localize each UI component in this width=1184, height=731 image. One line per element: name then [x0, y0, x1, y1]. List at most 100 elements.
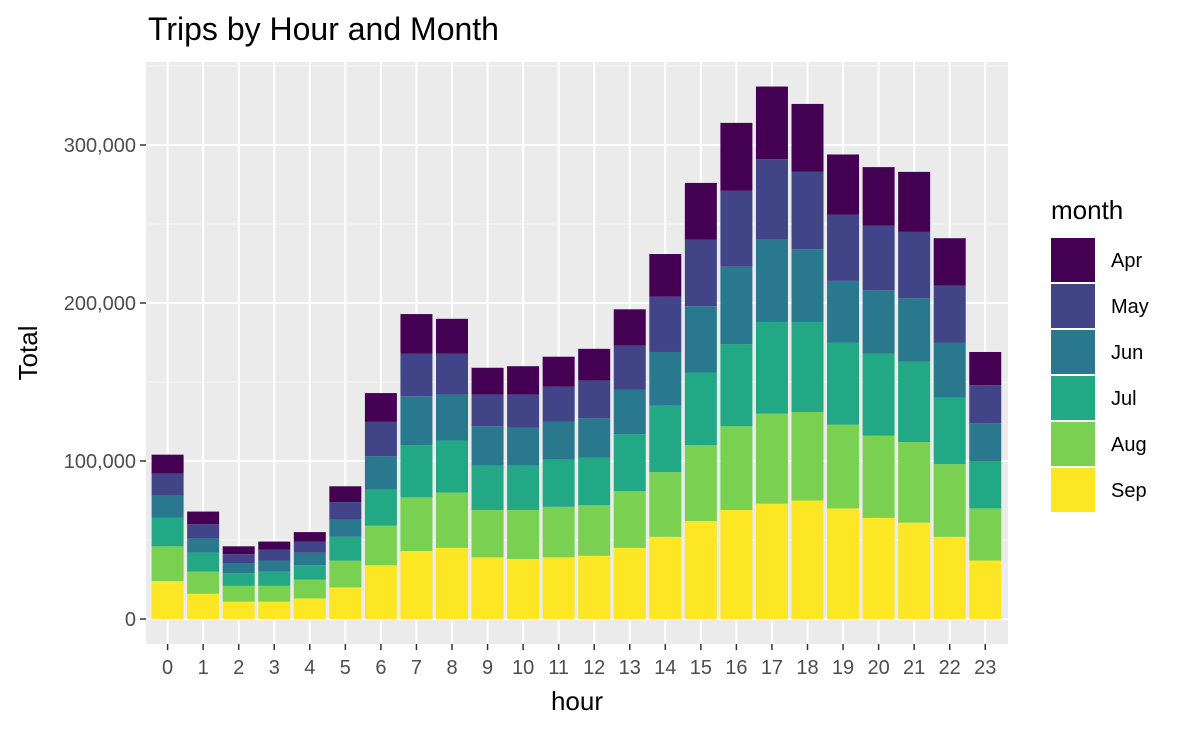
bar-segment-hour-3-aug — [258, 585, 291, 602]
bar-segment-hour-11-apr — [542, 356, 575, 387]
bar-segment-hour-8-may — [436, 353, 468, 395]
bar-segment-hour-1-jul — [187, 552, 220, 572]
bar-segment-hour-19-jul — [827, 342, 860, 425]
bar-segment-hour-9-sep — [471, 557, 504, 619]
bar-segment-hour-6-jun — [364, 456, 397, 490]
x-tick-label: 4 — [304, 657, 315, 679]
bar-segment-hour-7-jun — [400, 396, 433, 446]
bar-segment-hour-10-may — [507, 394, 540, 428]
bar-segment-hour-15-jun — [684, 306, 717, 373]
bar-segment-hour-13-may — [613, 345, 646, 390]
x-tick-label: 5 — [340, 657, 351, 679]
bar-segment-hour-20-jun — [862, 290, 895, 354]
y-tick-label: 100,000 — [64, 451, 136, 473]
bar-segment-hour-14-jun — [649, 351, 682, 406]
bar-segment-hour-15-jul — [684, 372, 717, 446]
bar-segment-hour-16-jul — [720, 344, 753, 427]
bar-segment-hour-17-may — [755, 159, 788, 240]
bar-segment-hour-19-sep — [827, 508, 860, 619]
legend-key-aug — [1051, 422, 1095, 466]
x-tick-label: 9 — [482, 657, 493, 679]
bar-segment-hour-8-sep — [436, 547, 468, 619]
bar-segment-hour-2-jun — [222, 563, 255, 574]
bar-segment-hour-3-may — [258, 549, 291, 561]
bar-segment-hour-21-apr — [898, 171, 931, 232]
bar-segment-hour-22-sep — [933, 536, 966, 619]
bar-segment-hour-20-jul — [862, 353, 895, 436]
x-tick-label: 17 — [761, 657, 783, 679]
bar-segment-hour-16-sep — [720, 509, 753, 619]
bar-segment-hour-10-sep — [507, 558, 540, 619]
bar-segment-hour-2-sep — [222, 601, 255, 619]
bar-segment-hour-19-may — [827, 214, 860, 281]
bar-segment-hour-1-sep — [187, 593, 220, 619]
bar-segment-hour-13-aug — [613, 491, 646, 548]
bar-segment-hour-23-may — [969, 385, 1002, 424]
legend-label-sep: Sep — [1111, 480, 1147, 502]
bar-segment-hour-3-jul — [258, 571, 291, 586]
bar-segment-hour-7-sep — [400, 551, 433, 619]
chart-title: Trips by Hour and Month — [148, 11, 499, 47]
bar-segment-hour-14-apr — [649, 254, 682, 297]
bar-segment-hour-9-aug — [471, 509, 504, 558]
bar-segment-hour-23-sep — [969, 560, 1002, 619]
bars — [151, 86, 1002, 619]
bar-segment-hour-8-apr — [436, 318, 468, 354]
x-tick-label: 2 — [233, 657, 244, 679]
bar-segment-hour-6-aug — [364, 525, 397, 566]
bar-segment-hour-3-sep — [258, 601, 291, 619]
bar-segment-hour-22-aug — [933, 464, 966, 537]
y-tick-label: 300,000 — [64, 135, 136, 157]
bar-segment-hour-15-sep — [684, 521, 717, 619]
bar-segment-hour-18-apr — [791, 103, 824, 172]
bar-segment-hour-7-aug — [400, 497, 433, 552]
bar-segment-hour-10-aug — [507, 509, 540, 559]
legend-key-jun — [1051, 330, 1095, 374]
bar-segment-hour-0-sep — [151, 581, 184, 619]
bar-segment-hour-23-aug — [969, 508, 1002, 561]
x-tick-label: 16 — [725, 657, 747, 679]
bar-segment-hour-4-apr — [293, 532, 326, 542]
bar-segment-hour-7-jul — [400, 445, 433, 498]
y-tick-label: 0 — [125, 609, 136, 631]
x-tick-label: 6 — [375, 657, 386, 679]
bar-segment-hour-19-aug — [827, 424, 860, 509]
bar-segment-hour-17-jul — [755, 321, 788, 414]
x-tick-label: 10 — [512, 657, 534, 679]
bar-segment-hour-14-aug — [649, 472, 682, 537]
bar-segment-hour-15-apr — [684, 182, 717, 240]
x-tick-label: 12 — [583, 657, 605, 679]
bar-segment-hour-21-jun — [898, 298, 931, 362]
legend-label-aug: Aug — [1111, 434, 1147, 456]
legend: month Apr May Jun Jul Aug Sep — [1051, 195, 1149, 512]
bar-segment-hour-12-aug — [578, 505, 611, 556]
legend-items: Apr May Jun Jul Aug Sep — [1051, 238, 1149, 512]
bar-segment-hour-9-apr — [471, 367, 504, 395]
bar-segment-hour-5-jun — [329, 519, 362, 537]
bar-segment-hour-0-apr — [151, 454, 184, 474]
bar-segment-hour-11-aug — [542, 506, 575, 558]
legend-key-may — [1051, 284, 1095, 328]
bar-segment-hour-13-apr — [613, 309, 646, 346]
x-tick-label: 0 — [162, 657, 173, 679]
bar-segment-hour-19-jun — [827, 280, 860, 343]
bar-segment-hour-7-apr — [400, 314, 433, 354]
bar-segment-hour-2-apr — [222, 546, 255, 555]
bar-segment-hour-12-jun — [578, 418, 611, 458]
bar-segment-hour-15-aug — [684, 445, 717, 522]
bar-segment-hour-4-aug — [293, 579, 326, 599]
bar-segment-hour-22-jun — [933, 342, 966, 398]
legend-key-sep — [1051, 468, 1095, 512]
bar-segment-hour-8-aug — [436, 492, 468, 548]
bar-segment-hour-19-apr — [827, 154, 860, 215]
bar-segment-hour-4-jul — [293, 565, 326, 580]
bar-segment-hour-9-may — [471, 394, 504, 427]
bar-segment-hour-4-may — [293, 541, 326, 553]
bar-segment-hour-18-aug — [791, 412, 824, 501]
bar-segment-hour-18-jun — [791, 249, 824, 322]
bar-segment-hour-5-aug — [329, 560, 362, 588]
legend-title: month — [1051, 195, 1123, 225]
bar-segment-hour-14-jul — [649, 405, 682, 473]
bar-segment-hour-4-sep — [293, 598, 326, 619]
